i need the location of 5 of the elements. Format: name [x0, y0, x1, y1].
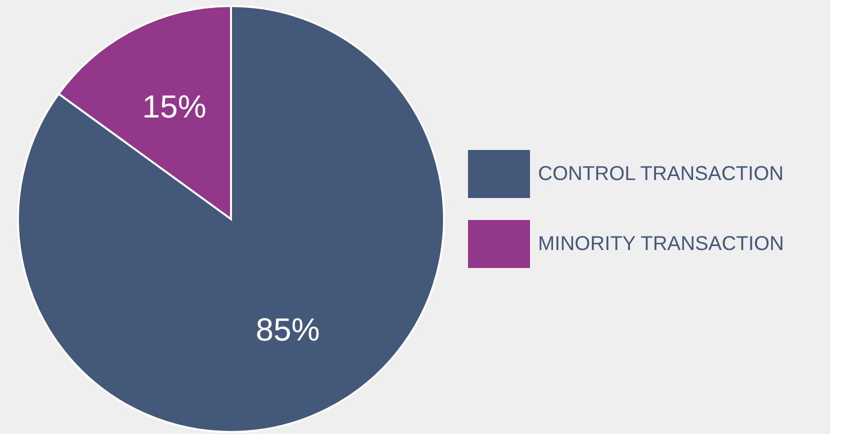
pie-slice — [17, 5, 445, 433]
legend-label: CONTROL TRANSACTION — [538, 163, 784, 185]
data-label: 15% — [142, 88, 206, 125]
data-label: 85% — [256, 311, 320, 348]
legend-label: MINORITY TRANSACTION — [538, 233, 784, 255]
